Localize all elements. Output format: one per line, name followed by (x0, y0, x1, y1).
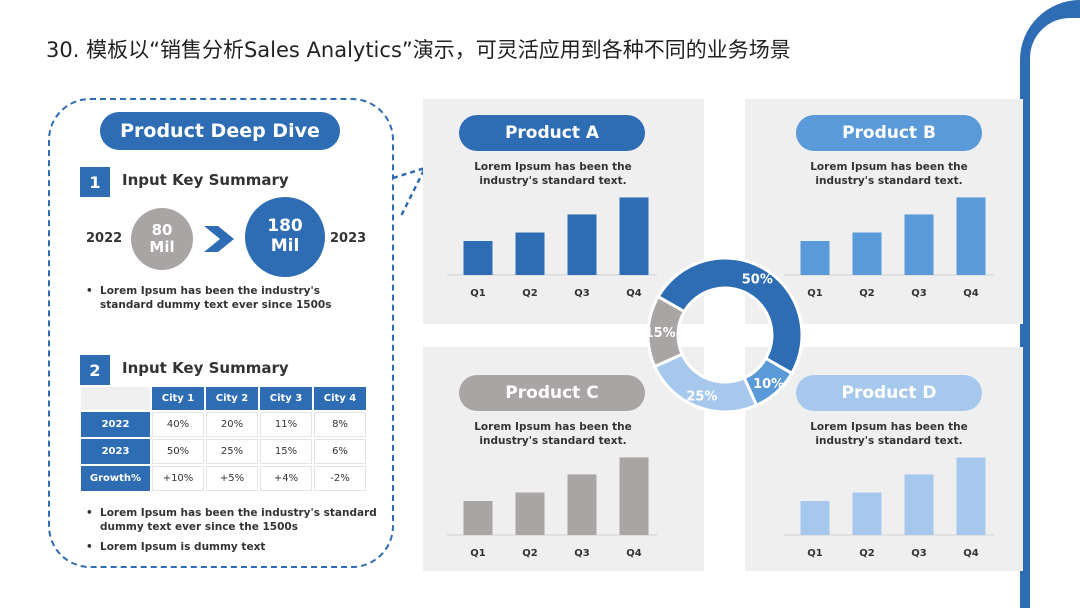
table-cell: 15% (260, 439, 312, 464)
bar (904, 214, 934, 275)
tick-label: Q3 (911, 548, 927, 559)
donut-data-label: 25% (686, 390, 717, 405)
section2-bullet: Lorem Ipsum is dummy text (86, 540, 380, 554)
donut-slice (656, 256, 804, 376)
table-cell: +10% (152, 466, 204, 491)
value-from-circle: 80 Mil (131, 208, 193, 270)
city-growth-table: City 1 City 2 City 3 City 4 2022 40% 20%… (79, 385, 368, 493)
product-c-title: Product C (459, 375, 645, 411)
bar (852, 232, 882, 275)
table-cell: 11% (260, 412, 312, 437)
tick-label: Q3 (574, 548, 590, 559)
col-header: City 3 (260, 387, 312, 410)
table-cell: 40% (152, 412, 204, 437)
product-b-bar-chart: Q1 Q2 Q3 Q4 (784, 197, 994, 299)
product-d-title: Product D (796, 375, 982, 411)
bar (904, 474, 934, 535)
bar (567, 214, 597, 275)
bar (800, 501, 830, 535)
deep-dive-bubble (48, 98, 394, 568)
table-cell: +5% (206, 466, 258, 491)
product-b-title: Product B (796, 115, 982, 151)
tick-label: Q1 (807, 548, 823, 559)
table-corner (81, 387, 150, 410)
product-a-title: Product A (459, 115, 645, 151)
product-b-desc: Lorem Ipsum has been the industry's stan… (810, 161, 968, 187)
donut-data-label: 10% (753, 377, 784, 392)
bar (619, 457, 649, 535)
product-d-bar-chart: Q1 Q2 Q3 Q4 (784, 457, 994, 559)
donut-data-label: 50% (742, 273, 773, 288)
bar (463, 241, 493, 275)
section2-title: Input Key Summary (122, 359, 289, 377)
tick-label: Q2 (859, 548, 875, 559)
table-cell: 6% (314, 439, 366, 464)
table-cell: 50% (152, 439, 204, 464)
product-a-desc: Lorem Ipsum has been the industry's stan… (474, 161, 632, 187)
tick-label: Q3 (574, 288, 590, 299)
col-header: City 2 (206, 387, 258, 410)
table-cell: +4% (260, 466, 312, 491)
tick-label: Q4 (963, 548, 979, 559)
donut-slice (646, 294, 687, 369)
product-a-bar-chart: Q1 Q2 Q3 Q4 (447, 197, 657, 299)
deep-dive-title: Product Deep Dive (100, 112, 340, 150)
product-c-desc: Lorem Ipsum has been the industry's stan… (474, 421, 632, 447)
chevron-right-icon (204, 226, 234, 252)
section1-number: 1 (80, 167, 110, 197)
col-header: City 4 (314, 387, 366, 410)
donut-data-label: 15% (645, 326, 676, 341)
value-from-unit: Mil (149, 238, 175, 256)
table-cell: -2% (314, 466, 366, 491)
tick-label: Q1 (470, 548, 486, 559)
value-to-unit: Mil (270, 236, 300, 256)
value-to: 180 (267, 216, 303, 237)
table-row: Growth% +10% +5% +4% -2% (81, 466, 366, 491)
row-header: 2023 (81, 439, 150, 464)
bar (956, 197, 986, 275)
share-donut-chart: 50% 10% 25% 15% (645, 256, 804, 414)
tick-label: Q4 (626, 548, 642, 559)
product-d-desc: Lorem Ipsum has been the industry's stan… (810, 421, 968, 447)
section1-title: Input Key Summary (122, 171, 289, 189)
product-c-bar-chart: Q1 Q2 Q3 Q4 (447, 457, 657, 559)
bar (515, 492, 545, 535)
value-to-circle: 180 Mil (245, 197, 325, 277)
section2-number: 2 (80, 355, 110, 385)
table-cell: 20% (206, 412, 258, 437)
bar (619, 197, 649, 275)
col-header: City 1 (152, 387, 204, 410)
bar (852, 492, 882, 535)
tick-label: Q4 (626, 288, 642, 299)
table-header-row: City 1 City 2 City 3 City 4 (81, 387, 366, 410)
bar (463, 501, 493, 535)
right-decor-band-inner (1030, 18, 1080, 608)
tick-label: Q1 (470, 288, 486, 299)
table-cell: 25% (206, 439, 258, 464)
table-cell: 8% (314, 412, 366, 437)
row-header: Growth% (81, 466, 150, 491)
tick-label: Q2 (522, 288, 538, 299)
section2-bullet: Lorem Ipsum has been the industry's stan… (86, 506, 380, 534)
bar (515, 232, 545, 275)
table-row: 2022 40% 20% 11% 8% (81, 412, 366, 437)
value-from: 80 (151, 220, 173, 239)
bar (956, 457, 986, 535)
tick-label: Q1 (807, 288, 823, 299)
row-header: 2022 (81, 412, 150, 437)
tick-label: Q2 (859, 288, 875, 299)
table-row: 2023 50% 25% 15% 6% (81, 439, 366, 464)
tick-label: Q3 (911, 288, 927, 299)
year-from: 2022 (86, 231, 123, 246)
bar (567, 474, 597, 535)
tick-label: Q4 (963, 288, 979, 299)
slide-title: 30. 模板以“销售分析Sales Analytics”演示，可灵活应用到各种不… (46, 38, 791, 62)
section1-bullet: Lorem Ipsum has been the industry's stan… (86, 284, 370, 312)
year-to: 2023 (330, 231, 367, 246)
bar (800, 241, 830, 275)
tick-label: Q2 (522, 548, 538, 559)
